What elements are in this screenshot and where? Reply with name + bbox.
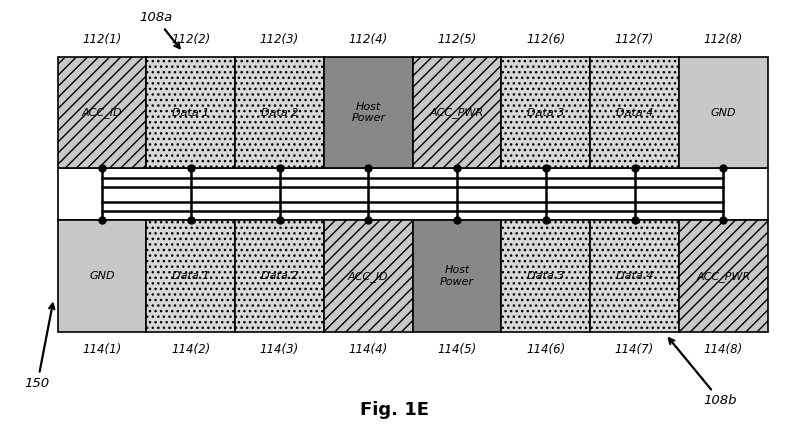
Text: Data 4: Data 4	[616, 271, 653, 281]
Text: 112(6): 112(6)	[526, 33, 566, 46]
Text: 112(4): 112(4)	[348, 33, 388, 46]
Text: 114(2): 114(2)	[171, 343, 210, 356]
Text: 114(4): 114(4)	[348, 343, 388, 356]
Text: ACC_PWR: ACC_PWR	[696, 271, 750, 282]
Text: 112(7): 112(7)	[615, 33, 654, 46]
Bar	[502, 57, 590, 168]
Text: GND: GND	[710, 108, 736, 118]
Bar	[324, 220, 412, 332]
Text: 112(1): 112(1)	[82, 33, 122, 46]
Text: 114(1): 114(1)	[82, 343, 122, 356]
Text: 108b: 108b	[669, 338, 737, 407]
Text: Data 2: Data 2	[261, 108, 299, 118]
Text: ACC_PWR: ACC_PWR	[430, 107, 484, 118]
Text: Data 1: Data 1	[172, 271, 209, 281]
Bar	[590, 220, 679, 332]
Text: 114(3): 114(3)	[260, 343, 299, 356]
Bar	[679, 220, 768, 332]
Bar	[324, 57, 412, 168]
Text: 108a: 108a	[139, 11, 179, 48]
Text: 114(7): 114(7)	[615, 343, 654, 356]
Text: 112(2): 112(2)	[171, 33, 210, 46]
Bar	[146, 57, 235, 168]
Bar	[58, 57, 146, 168]
Text: 112(5): 112(5)	[438, 33, 476, 46]
Text: Host
Power: Host Power	[352, 102, 386, 123]
Bar	[412, 57, 502, 168]
Bar	[679, 57, 768, 168]
Text: 112(3): 112(3)	[260, 33, 299, 46]
Bar	[235, 220, 324, 332]
Bar	[58, 220, 146, 332]
Text: Fig. 1E: Fig. 1E	[360, 401, 430, 419]
Text: 114(8): 114(8)	[704, 343, 743, 356]
Bar	[502, 220, 590, 332]
Bar	[146, 220, 235, 332]
Text: Data 4: Data 4	[616, 108, 653, 118]
Bar	[58, 168, 768, 220]
Text: Data 1: Data 1	[172, 108, 209, 118]
Text: ACC_ID: ACC_ID	[81, 107, 122, 118]
Text: Data 2: Data 2	[261, 271, 299, 281]
Text: Host
Power: Host Power	[440, 266, 474, 287]
Text: Data 3: Data 3	[527, 108, 564, 118]
Bar	[235, 57, 324, 168]
Text: GND: GND	[89, 271, 115, 281]
Text: 114(6): 114(6)	[526, 343, 566, 356]
Text: 150: 150	[24, 303, 55, 390]
Bar	[412, 220, 502, 332]
Bar	[590, 57, 679, 168]
Text: 114(5): 114(5)	[438, 343, 476, 356]
Text: 112(8): 112(8)	[704, 33, 743, 46]
Text: Data 3: Data 3	[527, 271, 564, 281]
Text: ACC_ID: ACC_ID	[348, 271, 389, 282]
